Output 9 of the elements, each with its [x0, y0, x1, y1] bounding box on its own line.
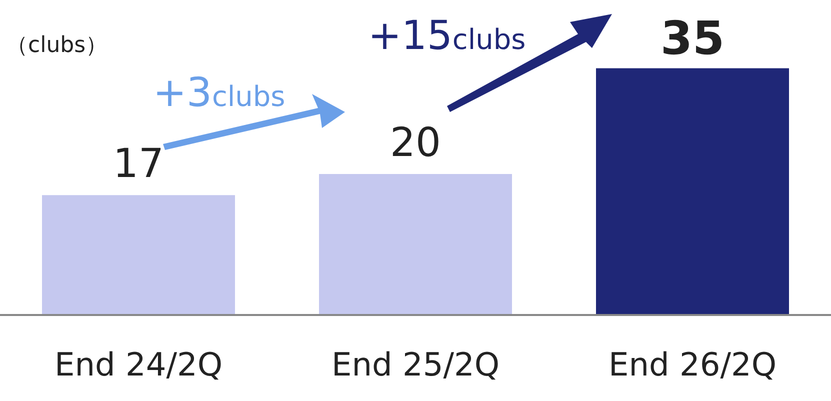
- data-label: 17: [113, 141, 164, 188]
- y-axis-title: （clubs）: [6, 33, 108, 58]
- x-tick-label: End 25/2Q: [331, 346, 500, 384]
- x-tick-label: End 24/2Q: [54, 346, 223, 384]
- annotation: +3clubs: [153, 70, 286, 116]
- data-label: 20: [390, 120, 441, 166]
- x-tick-label: End 26/2Q: [608, 346, 777, 384]
- data-label: 35: [660, 11, 725, 66]
- text: +15clubs: [368, 13, 526, 59]
